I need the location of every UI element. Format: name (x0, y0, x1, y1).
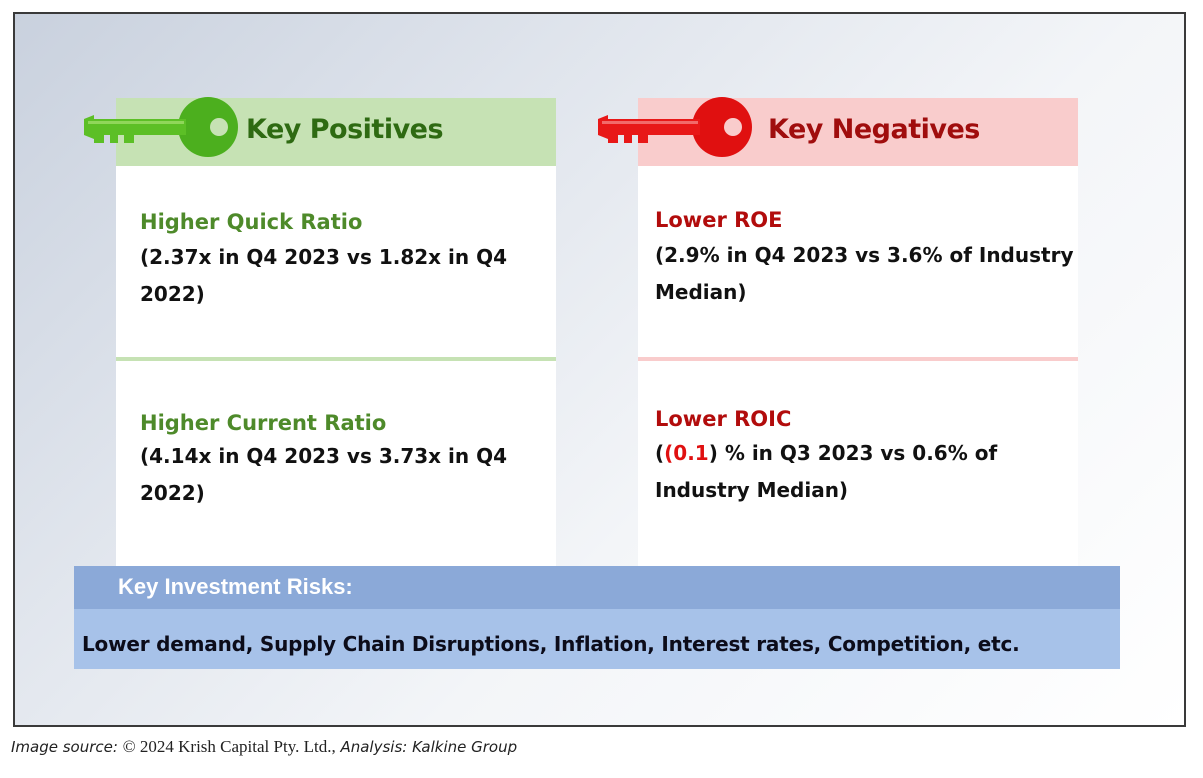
image-source: Image source: © 2024 Krish Capital Pty. … (11, 737, 517, 757)
source-label: Image source: (11, 738, 123, 756)
red-key-icon (598, 97, 752, 157)
detail-line: 2022) (140, 282, 205, 306)
negative-card-2: Lower ROIC ((0.1) % in Q3 2023 vs 0.6% o… (638, 361, 1078, 566)
paren-text: ( (655, 441, 665, 465)
detail-line: (2.9% in Q4 2023 vs 3.6% of Industry (655, 243, 1074, 267)
positive-card-1: Higher Quick Ratio (2.37x in Q4 2023 vs … (116, 166, 556, 357)
positive-divider (116, 357, 556, 361)
risks-text: Lower demand, Supply Chain Disruptions, … (82, 632, 1020, 656)
key-negatives-title: Key Negatives (768, 114, 980, 145)
source-analysis: Analysis: Kalkine Group (335, 738, 518, 756)
risks-header: Key Investment Risks: (74, 566, 1120, 609)
negative-item-detail: ((0.1) % in Q3 2023 vs 0.6% of Industry … (655, 435, 997, 509)
negative-item-title: Lower ROIC (655, 407, 792, 431)
positive-item-detail: (2.37x in Q4 2023 vs 1.82x in Q4 2022) (140, 239, 507, 313)
positive-item-title: Higher Current Ratio (140, 411, 387, 435)
negative-value: (0.1 (664, 441, 709, 465)
positive-item-title: Higher Quick Ratio (140, 210, 363, 234)
positive-card-2: Higher Current Ratio (4.14x in Q4 2023 v… (116, 361, 556, 566)
detail-line: (2.37x in Q4 2023 vs 1.82x in Q4 (140, 245, 508, 269)
negative-card-1: Lower ROE (2.9% in Q4 2023 vs 3.6% of In… (638, 166, 1078, 357)
negative-item-title: Lower ROE (655, 208, 783, 232)
positive-item-detail: (4.14x in Q4 2023 vs 3.73x in Q4 2022) (140, 438, 507, 512)
detail-line: (4.14x in Q4 2023 vs 3.73x in Q4 (140, 444, 508, 468)
detail-text: ) % in Q3 2023 vs 0.6% of (708, 441, 998, 465)
negative-divider (638, 357, 1078, 361)
source-copyright: © 2024 Krish Capital Pty. Ltd., (122, 737, 336, 756)
key-positives-title: Key Positives (246, 114, 444, 145)
detail-line: ((0.1) % in Q3 2023 vs 0.6% of (655, 435, 997, 472)
risks-body: Lower demand, Supply Chain Disruptions, … (74, 609, 1120, 669)
green-key-icon (84, 97, 238, 157)
detail-line: Median) (655, 280, 747, 304)
negative-item-detail: (2.9% in Q4 2023 vs 3.6% of Industry Med… (655, 237, 1073, 311)
detail-line: 2022) (140, 481, 205, 505)
risks-title: Key Investment Risks: (118, 574, 353, 599)
detail-line: Industry Median) (655, 478, 849, 502)
